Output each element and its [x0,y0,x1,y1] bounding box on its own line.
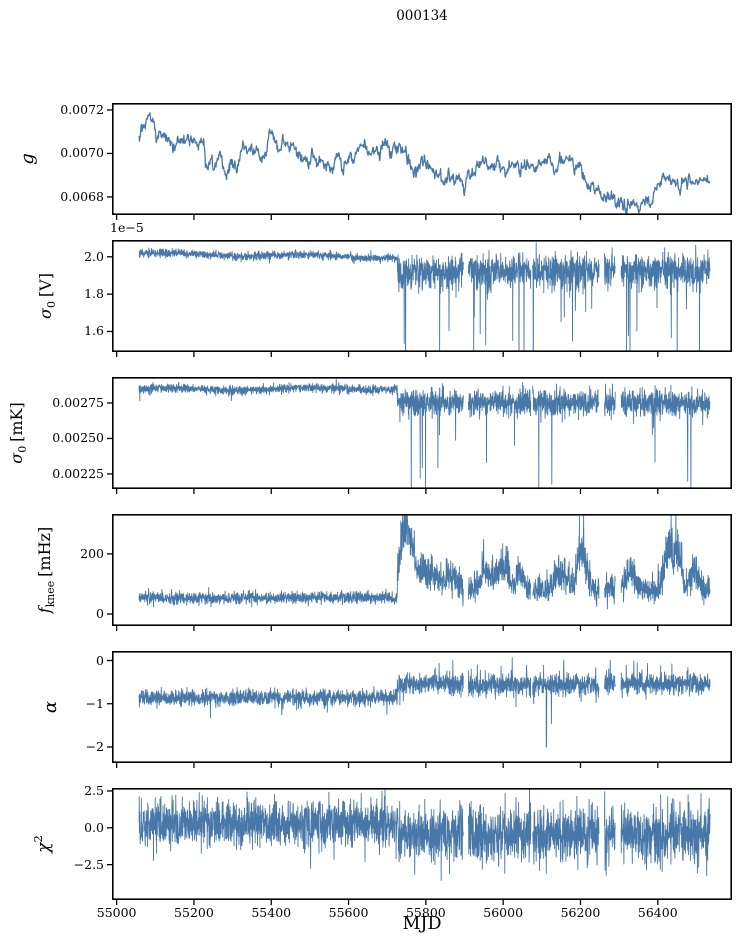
x-tick-label: 55200 [174,905,214,920]
plot-area-sigma0_mK [107,377,733,494]
y-tick-label: −1 [85,695,104,711]
panel-alpha: α −2 −1 0 [40,651,733,768]
plot-area-g [107,103,733,220]
axes-frame [112,240,733,353]
plot-area-chi2 [107,788,733,905]
plot-area-fknee [107,514,733,631]
y-tick-label: 0.0070 [60,145,104,161]
y-tick-label: −2 [85,739,104,754]
y-tick-label: 0.0 [84,819,104,835]
axes-frame [112,103,733,216]
axes-frame [112,377,733,490]
plot-area-alpha [107,651,733,768]
panel-g: g 0.0068 0.0070 0.0072 [17,102,733,220]
x-axis-label: MJD [402,914,442,934]
y-tick-label: 1.8 [84,286,104,302]
axes-frame [112,514,733,627]
y-tick-label: 2.5 [84,782,104,798]
axes-frame [112,788,733,901]
y-tick-label: 0.00275 [52,394,104,410]
plot-area-sigma0_V [107,240,733,357]
y-tick-label: 0.0068 [60,188,104,204]
series-line-g [138,112,711,215]
y-axis-label-text: σ [35,308,55,319]
y-tick-label: 200 [80,545,104,561]
axes-frame [112,651,733,764]
panel-chi2: χ2 −2.5 0.0 2.5 55000 55200 55400 55600 55800 56… [31,783,733,920]
x-tick-label: 56400 [637,905,678,920]
figure-title: 000134 [396,8,448,24]
x-tick-label: 55800 [405,905,446,920]
y-tick-label: 0.00225 [52,465,104,481]
y-tick-label: 0 [96,605,104,621]
series-line-alpha [138,656,711,748]
y-tick-label: −2.5 [73,856,104,872]
y-tick-label: 1.6 [84,323,104,339]
x-tick-label: 56200 [560,905,601,920]
x-tick-label: 55600 [328,905,369,920]
y-axis-offset-text: 1e−5 [110,220,144,235]
y-axis-label-fknee: fknee[mHz] [34,526,58,614]
panel-fknee: fknee[mHz] 0 200 [35,514,733,631]
y-tick-label: 0.0072 [60,101,104,117]
series-line-fknee [138,514,711,610]
y-axis-label-chi2: χ2 [31,835,54,853]
x-tick-label: 56000 [483,905,524,920]
panel-sigma0-v: 1e−5 σ0[V] 1.6 1.8 2.0 [36,221,733,357]
series-line-chi2 [138,788,711,881]
series-line-sigma0_V [138,242,711,352]
y-axis-label-text: σ [6,452,26,464]
panel-sigma0-mk: σ0[mK] 0.00225 0.00250 0.00275 [7,377,733,494]
x-tick-label: 55000 [96,905,137,920]
series-line-sigma0_mK [138,379,711,489]
x-tick-label: 55400 [251,905,292,920]
y-tick-label: 2.0 [84,248,104,264]
y-tick-label: 0 [96,652,104,668]
y-axis-label-text: χ [33,842,54,853]
y-tick-label: 0.00250 [52,430,104,446]
